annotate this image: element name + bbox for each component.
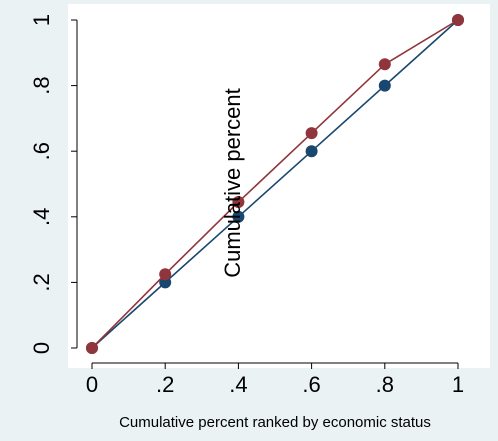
x-tick-label: .4	[229, 372, 247, 397]
data-point	[159, 276, 172, 289]
x-axis-label: Cumulative percent ranked by economic st…	[119, 414, 431, 431]
x-tick-label: .8	[376, 372, 394, 397]
series-line	[91, 19, 459, 349]
y-tick-label: .8	[29, 76, 54, 94]
data-point	[378, 58, 391, 71]
x-axis: 0 .2 .4 .6 .8 1	[86, 362, 464, 397]
data-point	[452, 14, 464, 26]
y-tick-label: .6	[29, 142, 54, 160]
series-layer	[86, 14, 464, 354]
y-axis-label: Cumulative percent	[220, 88, 245, 278]
x-tick-label: 1	[452, 372, 464, 397]
data-point	[232, 196, 245, 209]
data-point	[305, 127, 318, 140]
y-tick-label: .2	[29, 273, 54, 291]
y-axis: 0 .2 .4 .6 .8 1	[29, 14, 78, 354]
x-tick-label: .2	[156, 372, 174, 397]
y-tick-label: 0	[29, 342, 54, 354]
data-point	[305, 145, 318, 158]
x-tick-label: 0	[86, 372, 98, 397]
data-point	[378, 79, 391, 92]
series-line	[91, 19, 459, 349]
y-tick-label: .4	[29, 208, 54, 226]
y-tick-label: 1	[29, 14, 54, 26]
series-2	[86, 14, 464, 354]
data-point	[159, 268, 172, 281]
data-point	[86, 342, 98, 354]
x-tick-label: .6	[302, 372, 320, 397]
data-point	[232, 210, 245, 223]
